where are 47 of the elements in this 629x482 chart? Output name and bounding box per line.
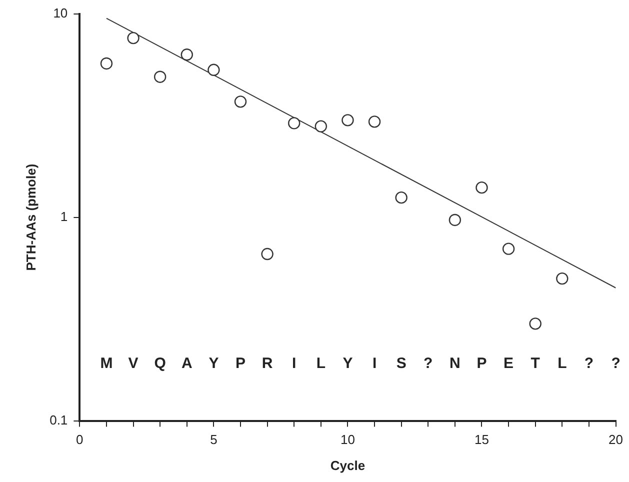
- point: [556, 272, 568, 285]
- y-axis-title: PTH-AAs (pmole): [23, 164, 38, 271]
- point: [100, 57, 113, 70]
- point: [529, 318, 542, 330]
- annotation: I: [372, 354, 377, 372]
- annotation: Q: [154, 354, 166, 372]
- x-tick-label: 0: [76, 432, 84, 448]
- annotation: L: [316, 354, 326, 372]
- x-axis-title: Cycle: [330, 458, 366, 473]
- annotation: Y: [208, 354, 219, 372]
- point: [395, 191, 408, 204]
- y-tick-label: 0.1: [50, 412, 68, 428]
- point: [448, 214, 462, 226]
- y-tick-label: 1: [60, 208, 68, 224]
- annotation: N: [450, 354, 460, 372]
- annotation: ?: [611, 354, 620, 372]
- point: [208, 64, 220, 76]
- point: [314, 120, 328, 132]
- annotation: R: [262, 354, 273, 372]
- annotation: P: [476, 354, 487, 372]
- point: [180, 48, 193, 61]
- point: [342, 114, 354, 126]
- x-tick-label: 20: [608, 432, 624, 448]
- annotation: ?: [424, 354, 433, 372]
- point: [154, 70, 166, 83]
- annotation: A: [181, 354, 192, 372]
- x-tick-label: 10: [340, 432, 355, 448]
- point: [502, 242, 515, 255]
- y-tick-label: 10: [53, 5, 68, 20]
- point: [234, 96, 247, 108]
- annotation: T: [530, 354, 540, 372]
- annotation: E: [504, 354, 514, 372]
- annotation: I: [292, 354, 296, 372]
- annotation: P: [235, 354, 246, 372]
- point: [288, 117, 300, 130]
- point: [368, 116, 381, 128]
- point: [476, 181, 488, 194]
- point: [261, 248, 274, 260]
- annotation: M: [100, 354, 113, 372]
- point: [127, 32, 140, 44]
- x-tick-label: 5: [210, 432, 218, 448]
- annotation: V: [128, 354, 138, 372]
- annotation: ?: [584, 354, 594, 372]
- x-tick-label: 15: [474, 432, 489, 448]
- annotation: L: [558, 354, 567, 372]
- annotation: Y: [342, 354, 353, 372]
- annotation: S: [396, 354, 406, 372]
